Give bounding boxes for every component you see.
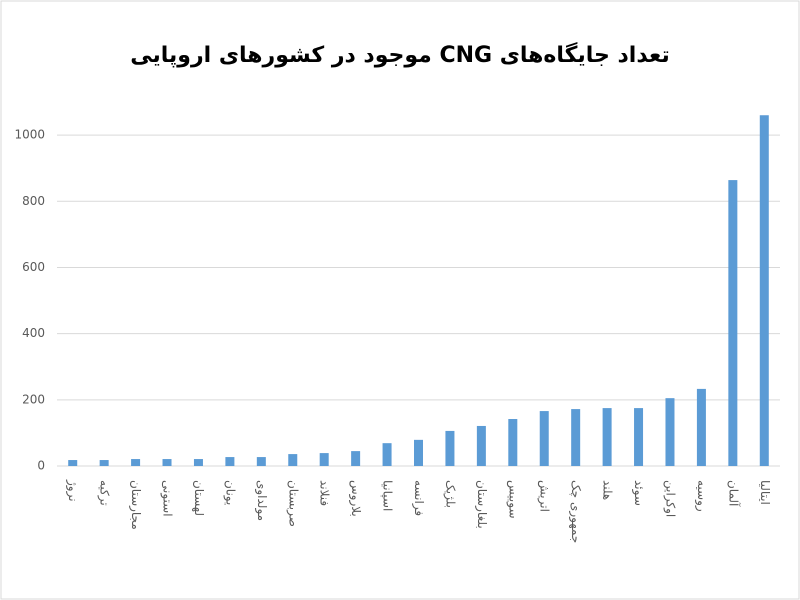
x-tick-label: مولداوی [254,480,269,521]
x-tick-label: بلغارستان [474,480,489,529]
bar [665,398,675,466]
bar [131,459,141,466]
bar [351,451,361,466]
bar [571,409,581,466]
bar [162,459,172,466]
bar [602,408,612,466]
bar [225,457,235,466]
y-tick-label: 0 [37,459,45,473]
x-tick-label: فرانسه [411,480,426,516]
y-tick-label: 1000 [14,128,45,142]
bar [476,425,486,466]
bar [288,454,298,466]
x-tick-label: مجارستان [128,480,143,530]
bar [382,443,392,466]
x-tick-label: استونی [160,480,175,517]
x-tick-label: اتریش [537,480,552,512]
x-tick-label: بلژیک [442,480,457,508]
bar [508,419,518,466]
x-tick-label: روسیه [694,480,709,512]
x-tick-label: فنلاند [318,480,332,506]
bar [728,180,738,466]
bar [68,460,78,466]
y-tick-label: 800 [22,194,45,208]
x-tick-label: لهستان [192,480,206,516]
bar [319,453,329,466]
x-tick-label: ایتالیا [758,480,772,505]
x-tick-label: صربستان [285,480,300,527]
x-tick-label: سوئد [631,480,646,506]
y-tick-label: 400 [22,326,45,340]
bar [414,439,423,466]
x-tick-label: نروژ [65,479,80,502]
x-tick-label: هلند [601,480,615,500]
x-tick-label: جمهوری چک [568,480,583,543]
bar [99,460,109,466]
y-tick-label: 600 [22,260,45,274]
bar [256,457,266,466]
y-tick-label: 200 [22,392,45,406]
x-tick-label: آلمان [726,480,741,507]
bar [759,115,769,467]
x-tick-label: اسپانیا [381,480,395,511]
bar [193,459,203,466]
bar [445,430,455,466]
x-tick-label: بلاروس [348,480,363,517]
chart-title: تعداد جایگاه‌های CNG موجود در کشورهای ار… [130,41,669,68]
x-tick-label: ترکیه [97,480,112,506]
bar [539,411,549,466]
x-tick-label: اوکراین [662,480,677,517]
bar [696,388,706,466]
bar [634,408,644,466]
x-tick-label: سوییس [505,480,520,519]
x-tick-label: یونان [222,480,237,505]
